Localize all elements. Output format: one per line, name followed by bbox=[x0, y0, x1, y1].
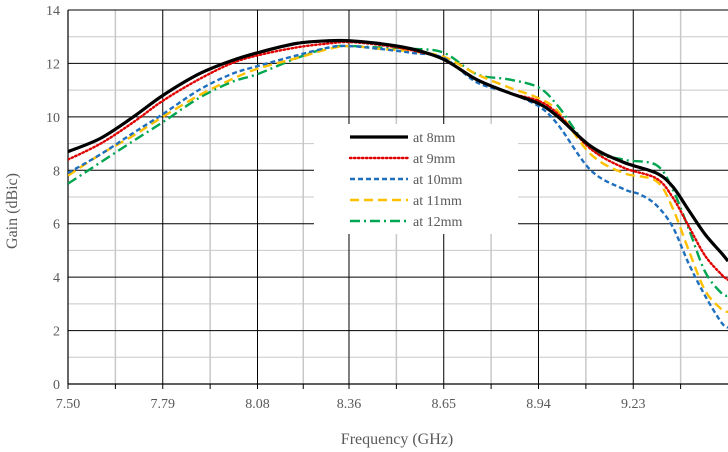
x-tick-label: 8.08 bbox=[245, 397, 270, 412]
series-line-at-8mm bbox=[68, 38, 728, 263]
x-tick-label: 8.65 bbox=[431, 397, 456, 412]
y-tick-label: 0 bbox=[53, 378, 60, 393]
y-tick-label: 4 bbox=[53, 271, 60, 286]
y-tick-label: 8 bbox=[53, 164, 60, 179]
tick-labels: 7.50 7.79 8.08 8.36 8.65 8.94 9.23 0 2 4 6 8 10 12 14 bbox=[46, 4, 645, 412]
series-lines bbox=[68, 38, 728, 329]
x-tick-label: 8.94 bbox=[526, 397, 551, 412]
y-tick-label: 6 bbox=[53, 218, 60, 233]
series-line-at-9mm bbox=[68, 40, 728, 282]
y-tick-label: 2 bbox=[53, 325, 60, 340]
y-tick-label: 10 bbox=[46, 111, 60, 126]
y-tick-label: 14 bbox=[46, 4, 60, 19]
series-line-at-11mm bbox=[68, 44, 728, 314]
legend-label: at 9mm bbox=[413, 152, 455, 167]
x-tick-label: 7.79 bbox=[151, 397, 176, 412]
legend-label: at 10mm bbox=[413, 173, 462, 188]
legend: at 8mm at 9mm at 10mm at 11mm at 12mm bbox=[314, 124, 518, 234]
x-tick-label: 9.23 bbox=[621, 397, 646, 412]
x-tick-label: 7.50 bbox=[56, 397, 81, 412]
legend-label: at 11mm bbox=[413, 194, 462, 209]
y-axis-title: Gain (dBic) bbox=[4, 173, 21, 249]
x-axis-title: Frequency (GHz) bbox=[341, 431, 453, 448]
legend-label: at 8mm bbox=[413, 131, 455, 146]
legend-label: at 12mm bbox=[413, 215, 462, 230]
y-tick-label: 12 bbox=[46, 57, 60, 72]
legend-box bbox=[314, 124, 518, 234]
x-tick-label: 8.36 bbox=[337, 397, 362, 412]
